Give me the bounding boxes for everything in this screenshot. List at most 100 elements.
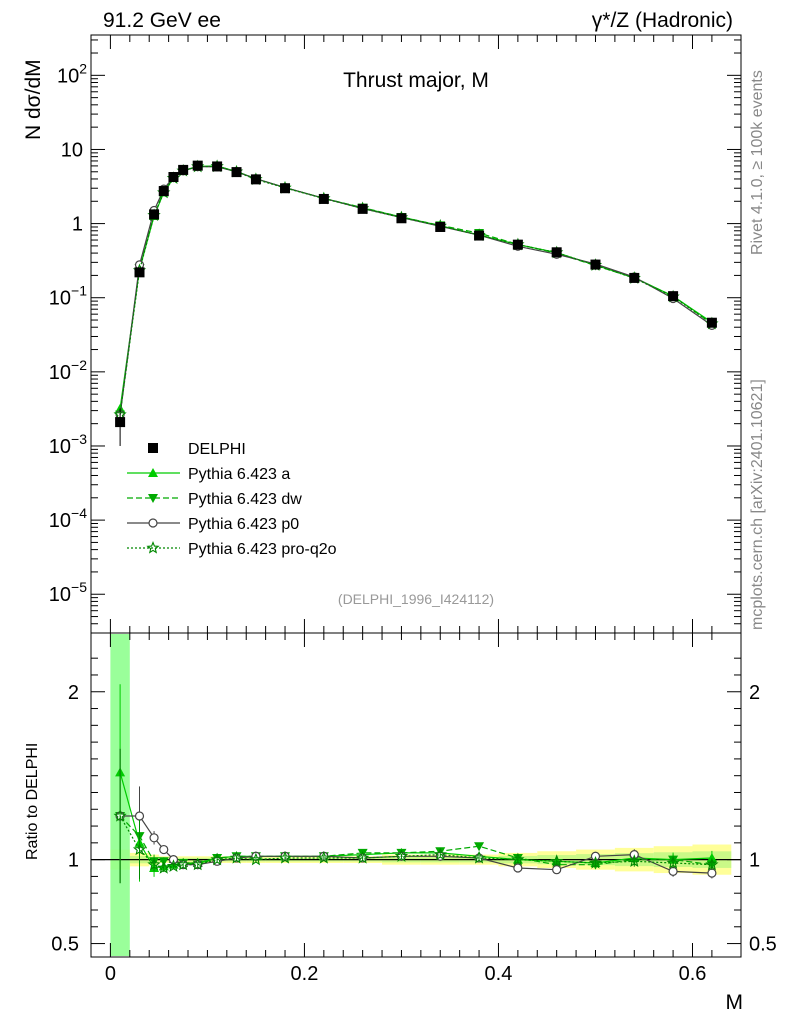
data-point xyxy=(474,230,485,241)
ratio-point xyxy=(705,857,719,871)
ratio-plot-content xyxy=(91,634,741,956)
data-point xyxy=(212,161,223,172)
x-tick-label: 0.6 xyxy=(679,963,707,985)
ratio-point xyxy=(666,856,680,869)
legend-label: Pythia 6.423 pro-q2o xyxy=(188,541,337,558)
ratio-tick-label: 1 xyxy=(68,850,79,872)
ratio-point xyxy=(157,860,171,874)
header-energy: 91.2 GeV ee xyxy=(103,9,221,32)
data-point xyxy=(512,239,523,250)
ratio-point xyxy=(668,866,678,876)
data-point xyxy=(551,247,562,258)
legend-marker xyxy=(148,443,158,453)
legend: DELPHI Pythia 6.423 a Pythia 6.423 dw Pythi… xyxy=(127,441,337,558)
series-line-2 xyxy=(119,165,713,415)
data-point xyxy=(706,317,717,328)
series-line-0 xyxy=(119,165,713,409)
data-point xyxy=(158,186,169,197)
ratio-point xyxy=(147,857,161,871)
data-point xyxy=(590,259,601,270)
y-tick-label: 1 xyxy=(72,214,83,236)
y-tick-label: 10−3 xyxy=(49,431,87,458)
x-tick-labels: 0 0.2 0.4 0.6 xyxy=(105,963,707,985)
y-tick-label: 10 xyxy=(61,139,83,161)
ratio-point xyxy=(159,844,169,855)
data-point xyxy=(435,221,446,232)
ratio-point xyxy=(191,857,205,871)
data-point xyxy=(231,167,242,178)
ratio-point xyxy=(433,847,447,861)
ratio-point xyxy=(229,851,244,864)
ratio-point xyxy=(210,852,224,866)
ratio-point xyxy=(549,854,564,868)
data-point xyxy=(115,417,126,428)
x-axis-label: M xyxy=(726,991,744,1014)
ratio-line-2 xyxy=(120,815,712,874)
data-point xyxy=(668,291,679,302)
data-point xyxy=(168,172,179,183)
ratio-point xyxy=(394,849,409,862)
data-point xyxy=(396,213,407,224)
main-axes: 102 10 1 10−1 10−2 10−3 10−4 10−5 xyxy=(49,35,741,633)
data-point xyxy=(149,209,160,220)
ratio-point xyxy=(707,868,717,878)
data-point xyxy=(280,183,291,194)
ratio-point xyxy=(511,852,525,866)
x-tick-label: 0 xyxy=(105,963,116,985)
ratio-point xyxy=(513,863,523,873)
ratio-tick-label-right: 2 xyxy=(749,682,760,704)
data-point xyxy=(629,272,640,283)
main-panel: 102 10 1 10−1 10−2 10−3 10−4 10−5 Thrust major,… xyxy=(22,34,742,634)
ratio-tick-label-right: 1 xyxy=(749,850,760,872)
ratio-panel: 2 2 1 1 0.5 0.5 Ratio to DELPHI xyxy=(24,632,777,958)
data-point xyxy=(134,267,145,278)
ratio-point xyxy=(588,856,603,869)
ratio-point xyxy=(627,854,641,868)
ratio-axis-label: Ratio to DELPHI xyxy=(24,743,41,860)
ratio-tick-label: 2 xyxy=(68,682,79,704)
rivet-version-label: Rivet 4.1.0, ≥ 100k events xyxy=(749,70,766,255)
ratio-point xyxy=(278,851,292,864)
ratio-point xyxy=(166,859,181,873)
data-point xyxy=(357,203,368,214)
ratio-point xyxy=(176,857,190,871)
ratio-axes: 2 2 1 1 0.5 0.5 xyxy=(51,633,777,957)
series-line-3 xyxy=(119,165,713,415)
analysis-label: (DELPHI_1996_I424112) xyxy=(338,591,494,607)
ratio-point xyxy=(149,833,159,843)
header-process: γ*/Z (Hadronic) xyxy=(592,9,733,32)
legend-marker xyxy=(146,540,160,554)
ratio-point xyxy=(134,811,145,821)
y-tick-label: 10−4 xyxy=(49,505,87,532)
y-tick-label: 10−5 xyxy=(49,579,87,606)
ratio-point xyxy=(113,809,127,822)
ratio-point xyxy=(474,842,485,852)
legend-label: Pythia 6.423 p0 xyxy=(188,516,299,533)
ratio-frame xyxy=(90,632,742,958)
data-point xyxy=(250,174,261,185)
legend-label: Pythia 6.423 a xyxy=(188,466,290,483)
legend-marker xyxy=(148,468,158,477)
series-line-1 xyxy=(119,165,713,415)
ratio-point xyxy=(552,865,562,875)
ratio-point xyxy=(317,851,331,864)
ratio-tick-label-right: 0.5 xyxy=(749,934,777,956)
x-tick-label: 0.2 xyxy=(291,963,319,985)
data-point xyxy=(192,160,203,171)
main-plot-content xyxy=(113,159,719,446)
legend-label: DELPHI xyxy=(188,441,246,458)
y-tick-label: 10−1 xyxy=(49,283,87,310)
legend-label: Pythia 6.423 dw xyxy=(188,491,302,508)
ratio-point xyxy=(132,842,147,856)
ratio-point xyxy=(249,852,263,866)
ratio-point xyxy=(472,851,486,864)
ratio-point xyxy=(355,851,370,864)
ratio-tick-label: 0.5 xyxy=(51,934,79,956)
chart-title: Thrust major, M xyxy=(343,69,489,92)
y-tick-label: 102 xyxy=(57,60,87,87)
data-point xyxy=(178,164,189,175)
y-axis-label: N dσ/dM xyxy=(22,59,45,140)
ratio-point xyxy=(706,852,717,862)
x-tick-label: 0.4 xyxy=(485,963,513,985)
